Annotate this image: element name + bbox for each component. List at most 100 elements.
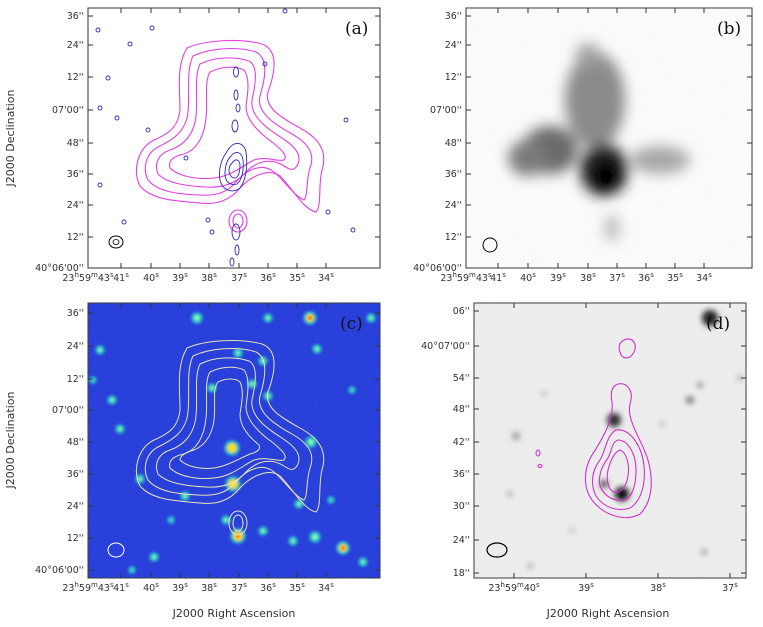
star-core	[138, 477, 142, 481]
star-core	[341, 546, 345, 550]
x-tick-label: 23h59m40s	[488, 581, 540, 594]
x-tick-label: 23h59m43s	[62, 581, 114, 594]
panel-a-contours	[95, 8, 356, 267]
panel-c: (c) 36'' 24'' 12'' 07'00'' 48'' 36'' 24'' 12'' 4…	[35, 302, 381, 594]
star-core	[210, 386, 214, 390]
panel-a-frame	[87, 7, 381, 269]
panel-a-y-axis-label: J2000 Declination	[4, 90, 17, 188]
y-tick-label: 07'00''	[52, 405, 84, 416]
star-core	[291, 539, 295, 543]
beam-ellipse	[108, 235, 124, 249]
y-tick-label: 24''	[453, 535, 470, 546]
x-tick-label: 39s	[172, 581, 188, 594]
star	[697, 382, 703, 388]
panel-d-x-axis-label: J2000 Right Ascension	[546, 607, 670, 620]
x-tick-label: 37s	[231, 581, 247, 594]
star-core	[361, 560, 365, 564]
star	[607, 413, 621, 427]
y-tick-label: 36''	[445, 11, 462, 22]
panel-b-label: (b)	[717, 19, 741, 39]
y-tick-label: 07'00''	[430, 105, 462, 116]
panel-b: (b) 36'' 24'' 12'' 07'00'' 48'' 36'' 24'' 12'' 4…	[413, 7, 753, 284]
beam-ellipse	[482, 237, 498, 253]
y-tick-label: 24''	[67, 341, 84, 352]
star-core	[351, 389, 353, 391]
star-core	[308, 316, 312, 320]
star	[507, 491, 513, 497]
y-tick-label: 12''	[67, 72, 84, 83]
x-tick-label: 39s	[578, 581, 594, 594]
star-core	[312, 534, 318, 540]
y-tick-label: 36''	[453, 469, 470, 480]
star	[600, 480, 608, 488]
panel-c-x-axis-label: J2000 Right Ascension	[172, 607, 296, 620]
x-tick-label: 37s	[231, 271, 247, 284]
star-core	[224, 518, 228, 522]
y-tick-label: 40°06'00''	[35, 263, 84, 274]
x-tick-label: 38s	[201, 271, 217, 284]
y-tick-label: 24''	[67, 40, 84, 51]
x-tick-label: 41s	[113, 271, 129, 284]
star	[702, 310, 718, 326]
star-core	[183, 494, 187, 498]
star-core	[170, 519, 172, 521]
y-tick-label: 24''	[67, 200, 84, 211]
y-tick-label: 40°06'00''	[35, 565, 84, 576]
y-tick-label: 42''	[453, 437, 470, 448]
y-tick-label: 36''	[67, 169, 84, 180]
y-tick-label: 54''	[453, 373, 470, 384]
star-core	[250, 382, 254, 386]
panel-a-label: (a)	[345, 19, 368, 39]
beam-ellipse	[486, 542, 508, 558]
star	[527, 563, 533, 569]
y-tick-label: 48''	[67, 437, 84, 448]
star-core	[369, 316, 373, 320]
y-tick-label: 12''	[445, 232, 462, 243]
x-tick-label: 36s	[260, 581, 276, 594]
x-tick-label: 37s	[609, 271, 625, 284]
star	[541, 391, 547, 397]
y-tick-label: 24''	[67, 501, 84, 512]
x-tick-label: 40s	[143, 271, 159, 284]
star	[686, 396, 694, 404]
x-tick-label: 38s	[650, 581, 666, 594]
y-tick-label: 48''	[67, 138, 84, 149]
y-tick-label: 12''	[67, 232, 84, 243]
star-core	[110, 398, 114, 402]
panel-c-y-axis-label: J2000 Declination	[4, 392, 17, 490]
y-tick-label: 40°07'00''	[421, 341, 470, 352]
x-tick-label: 41s	[113, 581, 129, 594]
y-tick-label: 36''	[67, 469, 84, 480]
star-core	[118, 427, 122, 431]
y-tick-label: 48''	[445, 138, 462, 149]
star-core	[297, 502, 301, 506]
y-tick-label: 24''	[445, 40, 462, 51]
x-tick-label: 40s	[143, 581, 159, 594]
x-tick-label: 38s	[201, 581, 217, 594]
star-core	[194, 315, 200, 321]
y-tick-label: 24''	[445, 200, 462, 211]
star	[569, 527, 575, 533]
y-tick-label: 18''	[453, 568, 470, 579]
star-core	[261, 529, 265, 533]
x-tick-label: 35s	[289, 271, 305, 284]
x-tick-label: 34s	[696, 271, 712, 284]
beam-ellipse	[107, 542, 125, 558]
x-tick-label: 40s	[520, 271, 536, 284]
y-tick-label: 36''	[67, 308, 84, 319]
x-tick-label: 34s	[318, 271, 334, 284]
panel-d: (d) 06'' 40°07'00'' 54'' 48'' 42'' 36'' 30'' 24…	[421, 302, 747, 594]
y-tick-label: 48''	[453, 404, 470, 415]
x-tick-label: 34s	[318, 581, 334, 594]
star-core	[236, 351, 240, 355]
star	[737, 375, 743, 381]
x-tick-label: 36s	[260, 271, 276, 284]
x-tick-label: 35s	[667, 271, 683, 284]
star-core	[131, 569, 133, 571]
star-core	[266, 316, 270, 320]
y-tick-label: 40°06'00''	[413, 263, 462, 274]
x-tick-label: 38s	[580, 271, 596, 284]
y-tick-label: 36''	[445, 169, 462, 180]
x-tick-label: 37s	[722, 581, 738, 594]
